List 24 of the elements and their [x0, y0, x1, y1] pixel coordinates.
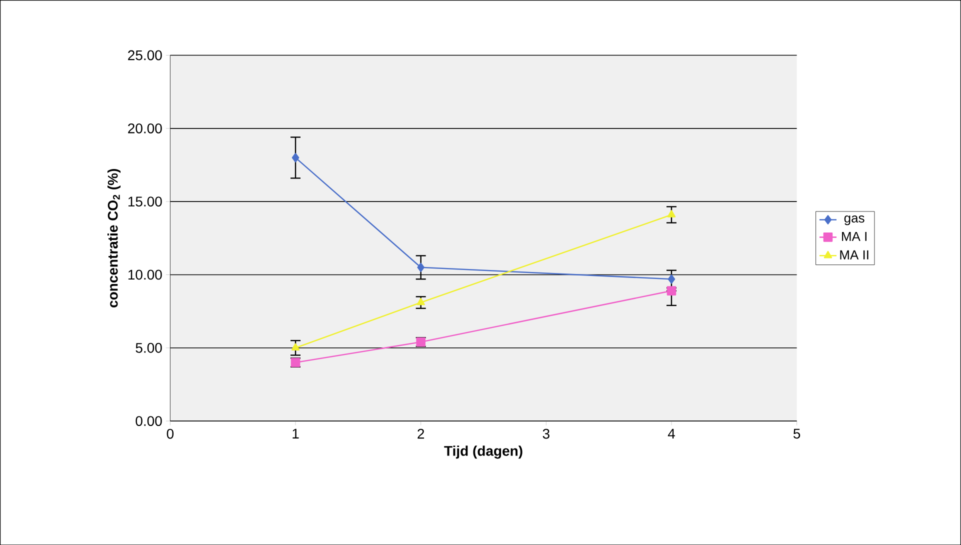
point — [668, 274, 676, 284]
x-tick-label: 2 — [418, 428, 424, 438]
x-tick-label: 0 — [166, 428, 174, 439]
point — [666, 286, 676, 296]
y-tick-label: 20.00 — [128, 123, 162, 134]
x-axis-title: Tijd (dagen) — [444, 445, 522, 459]
point — [417, 262, 424, 272]
y-tick-label: 10.00 — [128, 270, 162, 280]
point — [416, 298, 425, 306]
y-axis-title: concentratie CO$_{2}$ (%) — [107, 168, 121, 308]
y-tick-label: 25.00 — [128, 50, 162, 60]
point — [292, 152, 300, 162]
point — [667, 210, 676, 218]
x-tick-label: 5 — [793, 428, 800, 438]
y-tick-label: 0.00 — [136, 416, 162, 426]
point — [291, 343, 300, 350]
y-tick-label: 5.00 — [136, 342, 162, 353]
legend-label: gas — [844, 215, 864, 226]
x-tick-label: 1 — [292, 428, 299, 438]
x-tick-label: 3 — [542, 428, 550, 439]
x-tick-label: 4 — [668, 428, 675, 438]
legend-label: MA II — [840, 250, 868, 260]
legend-label: MA I — [842, 232, 866, 241]
y-tick-label: 15.00 — [128, 196, 162, 206]
